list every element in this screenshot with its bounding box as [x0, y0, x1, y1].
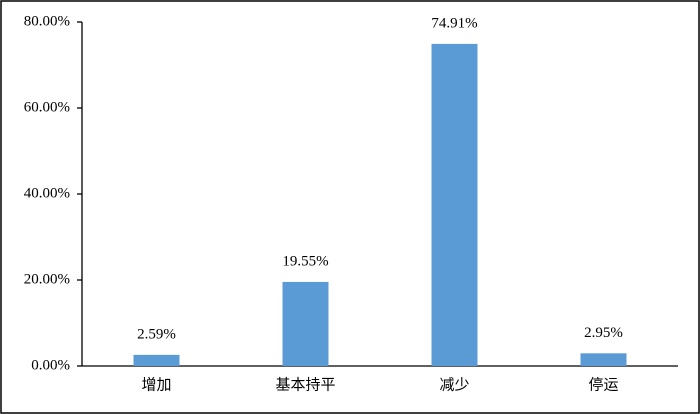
bar	[431, 43, 478, 367]
data-label: 19.55%	[282, 253, 328, 269]
bar	[133, 354, 180, 366]
y-tick-label: 80.00%	[24, 13, 70, 29]
bar	[580, 353, 627, 366]
data-label: 2.95%	[584, 325, 623, 341]
data-label: 74.91%	[431, 15, 477, 31]
x-tick-label: 基本持平	[275, 376, 335, 393]
y-tick-label: 0.00%	[31, 357, 70, 373]
bar	[282, 281, 329, 366]
y-tick-label: 20.00%	[24, 271, 70, 287]
data-label: 2.59%	[137, 326, 176, 342]
x-tick-label: 减少	[439, 376, 469, 393]
x-tick-label: 增加	[141, 376, 171, 393]
y-tick-label: 60.00%	[24, 99, 70, 115]
y-tick-label: 40.00%	[24, 185, 70, 201]
x-tick-label: 停运	[588, 376, 618, 393]
